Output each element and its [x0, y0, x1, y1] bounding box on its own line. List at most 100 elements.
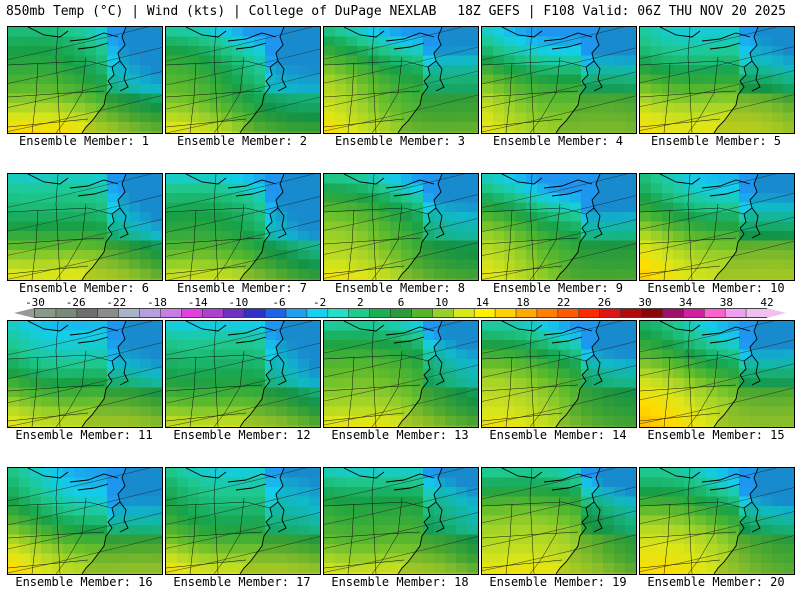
- state-border: [213, 468, 219, 574]
- ensemble-member-map: [639, 173, 795, 281]
- state-border: [482, 60, 587, 68]
- state-border: [8, 412, 89, 422]
- ensemble-member-label: Ensemble Member: 16: [15, 575, 153, 589]
- great-lakes-outline: [27, 27, 119, 50]
- isotherm-line: [324, 242, 478, 279]
- coastline: [713, 27, 759, 133]
- ensemble-member-map: [639, 467, 795, 575]
- ensemble-member-label: Ensemble Member: 4: [492, 134, 624, 148]
- state-border: [482, 354, 587, 362]
- colorbar-tick-label: 38: [719, 296, 733, 309]
- state-border: [640, 60, 745, 68]
- coastline: [239, 27, 285, 133]
- ensemble-member-map: [165, 173, 321, 281]
- ensemble-member-map: [165, 26, 321, 134]
- coastline: [81, 468, 127, 574]
- colorbar-tick-label: -10: [228, 296, 249, 309]
- coastline: [239, 321, 285, 427]
- state-border: [371, 497, 403, 574]
- state-border: [8, 384, 105, 392]
- state-border: [371, 350, 403, 427]
- isotherm-line: [166, 321, 314, 356]
- state-border: [663, 503, 671, 574]
- state-border: [529, 203, 561, 280]
- coastline: [81, 174, 127, 280]
- state-border: [640, 501, 745, 509]
- state-border: [8, 265, 89, 275]
- coastline: [713, 321, 759, 427]
- state-border: [31, 503, 39, 574]
- state-border: [166, 412, 247, 422]
- colorbar-swatch: [641, 309, 663, 317]
- isotherm-line: [482, 534, 636, 572]
- coastline: [239, 468, 285, 574]
- ocean-area: [82, 27, 162, 133]
- isotherm-line: [8, 47, 162, 84]
- ocean-area: [82, 468, 162, 574]
- temperature-field: [8, 321, 162, 427]
- state-border: [213, 56, 245, 133]
- great-lakes-outline: [27, 174, 119, 197]
- colorbar-tick-label: -6: [272, 296, 286, 309]
- colorbar-swatch: [348, 309, 371, 317]
- colorbar-swatch: [97, 309, 120, 317]
- ensemble-member-label: Ensemble Member: 5: [650, 134, 782, 148]
- state-border: [213, 350, 245, 427]
- colorbar-swatch: [160, 309, 182, 317]
- chesapeake-bay-outline: [119, 501, 129, 533]
- state-border: [166, 531, 263, 539]
- coastline: [397, 321, 443, 427]
- state-border: [189, 503, 197, 574]
- state-border: [371, 203, 403, 280]
- colorbar-tick-label: 2: [357, 296, 364, 309]
- state-border: [687, 56, 719, 133]
- colorbar-swatch: [306, 309, 329, 317]
- temperature-field: [640, 321, 794, 427]
- state-border: [8, 354, 113, 362]
- state-border: [687, 468, 693, 574]
- ocean-area: [556, 27, 636, 133]
- state-border: [166, 354, 271, 362]
- ocean-area: [556, 321, 636, 427]
- state-border: [324, 354, 429, 362]
- isotherm-line: [8, 390, 162, 427]
- state-border: [324, 265, 405, 275]
- state-border: [529, 27, 535, 133]
- colorbar-swatch: [223, 309, 245, 317]
- isotherm-line: [324, 174, 465, 207]
- chesapeake-bay-outline: [277, 207, 287, 239]
- isotherm-line: [166, 390, 320, 427]
- state-border: [213, 174, 219, 280]
- state-border: [482, 384, 579, 392]
- colorbar-tick-label: -26: [65, 296, 86, 309]
- state-border: [347, 62, 355, 133]
- colorbar-swatch: [536, 309, 559, 317]
- ensemble-member-map: [323, 26, 479, 134]
- great-lakes-outline: [501, 174, 593, 197]
- colorbar-tick-label: -14: [187, 296, 208, 309]
- state-border: [166, 118, 247, 128]
- colorbar-swatch: [369, 309, 392, 317]
- chesapeake-bay-outline: [751, 501, 761, 533]
- state-border: [482, 90, 579, 98]
- temperature-field: [8, 174, 162, 280]
- state-border: [505, 62, 513, 133]
- chesapeake-bay-outline: [435, 501, 445, 533]
- isotherm-line: [324, 194, 478, 231]
- colorbar-swatch: [704, 309, 726, 317]
- colorbar-tick-label: 14: [475, 296, 489, 309]
- coastline: [713, 174, 759, 280]
- isotherm-line: [640, 174, 776, 206]
- isotherm-line: [640, 94, 794, 131]
- isotherm-line: [324, 46, 478, 84]
- great-lakes-outline: [343, 27, 435, 50]
- state-border: [687, 174, 693, 280]
- ensemble-member-map: [323, 467, 479, 575]
- state-border: [482, 501, 587, 509]
- colorbar-swatch: [202, 309, 224, 317]
- state-border: [324, 501, 429, 509]
- temperature-field: [166, 174, 320, 280]
- ensemble-member-map: [481, 320, 637, 428]
- isotherm-line: [640, 70, 794, 107]
- ocean-area: [240, 174, 320, 280]
